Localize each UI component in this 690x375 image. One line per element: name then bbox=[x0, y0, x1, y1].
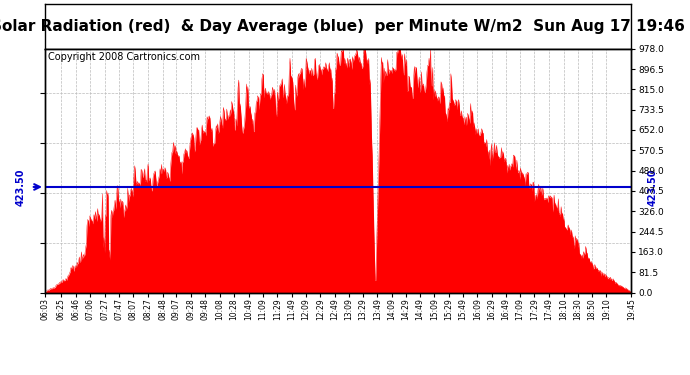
Text: Solar Radiation (red)  & Day Average (blue)  per Minute W/m2  Sun Aug 17 19:46: Solar Radiation (red) & Day Average (blu… bbox=[0, 19, 685, 34]
Text: 423.50: 423.50 bbox=[15, 168, 26, 206]
Text: 423.50: 423.50 bbox=[648, 168, 658, 206]
Text: Copyright 2008 Cartronics.com: Copyright 2008 Cartronics.com bbox=[48, 53, 200, 62]
